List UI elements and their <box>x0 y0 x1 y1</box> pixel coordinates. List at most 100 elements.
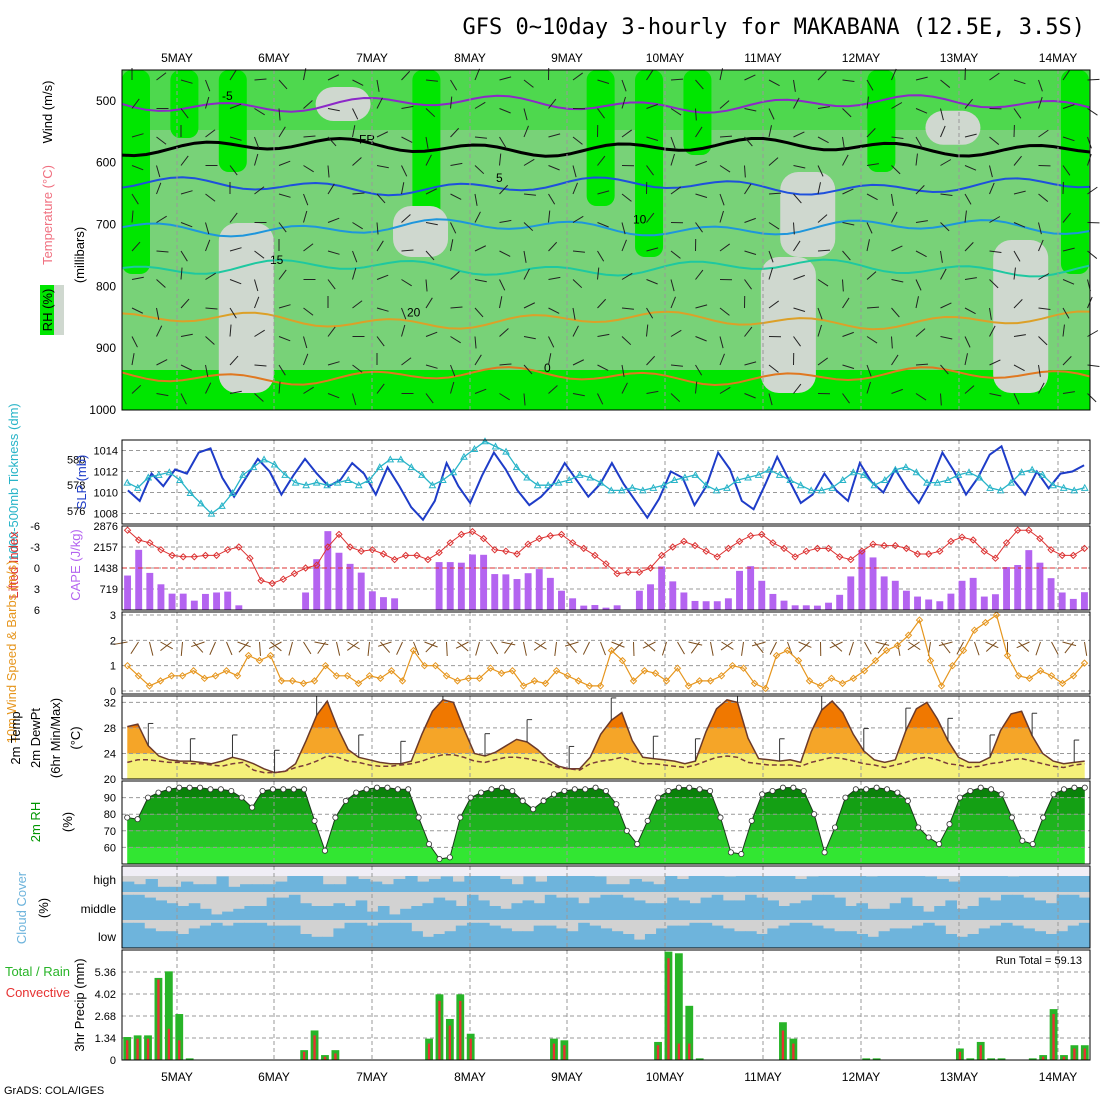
wind-barb <box>793 222 795 235</box>
cloud-top-strip <box>122 866 1090 876</box>
cape-bar <box>647 584 654 610</box>
li-marker <box>924 550 933 558</box>
wind-barb <box>180 108 189 119</box>
rh-marker <box>1008 814 1015 821</box>
wind-barb <box>1062 641 1077 647</box>
cloud-cover-bar <box>1000 894 1013 920</box>
cloud-cover-bar <box>355 900 368 920</box>
rh-marker <box>634 841 641 848</box>
cloud-cover-bar <box>478 900 490 920</box>
wind-speed-marker <box>618 656 627 665</box>
wind-barb <box>278 79 288 90</box>
cloud-cover-bar <box>889 903 902 920</box>
wind-barb <box>1062 356 1072 366</box>
li-marker <box>702 547 710 555</box>
wind-barb <box>180 333 193 337</box>
thickness-marker <box>596 478 605 486</box>
cape-bar <box>480 554 488 610</box>
rh-marker <box>165 786 172 793</box>
wind-speed-marker <box>937 682 946 690</box>
cloud-cover-bar <box>644 903 657 920</box>
thickness-marker <box>1028 465 1036 473</box>
cape-bar <box>1047 578 1055 610</box>
rh-marker <box>831 824 838 831</box>
cloud-cover-bar <box>535 881 548 892</box>
wind-speed-marker <box>222 667 231 675</box>
wind-barb <box>572 165 577 178</box>
li-marker <box>235 543 243 551</box>
cape-bar <box>1036 562 1044 610</box>
wind-barb <box>278 193 291 198</box>
cape-bar <box>335 552 343 610</box>
cloud-cover-bar <box>1019 871 1032 892</box>
cloud-cover-bar <box>122 922 134 948</box>
wind-barb <box>268 641 282 650</box>
panel-bg <box>122 950 1090 1060</box>
li-marker <box>813 544 822 553</box>
cloud-cover-bar <box>157 886 170 892</box>
cloud-cover-bar <box>800 922 813 948</box>
wind-barb <box>499 328 509 337</box>
wind-barb <box>964 242 974 252</box>
rh-marker <box>415 814 422 821</box>
cloud-cover-bar <box>600 928 613 948</box>
wind-barb <box>915 279 922 291</box>
rh-marker <box>998 791 1005 798</box>
cloud-cover-bar <box>166 931 179 948</box>
wind-speed-marker <box>816 682 825 690</box>
li-tick-label: 0 <box>34 563 40 575</box>
temperature-contour <box>121 310 1091 331</box>
cloud-cover-bar <box>555 928 568 948</box>
thickness-marker <box>439 476 447 484</box>
wind-barb <box>131 336 138 348</box>
rh-marker <box>738 851 745 858</box>
li-marker <box>1047 546 1055 554</box>
wind-barb <box>424 641 438 648</box>
wind-barb <box>940 250 943 263</box>
wind-barb <box>989 216 1001 223</box>
wind-barb <box>644 641 656 652</box>
cape-bar <box>569 598 577 610</box>
thickness-marker <box>849 468 858 476</box>
wind-barb <box>425 136 429 149</box>
wind-barb <box>254 250 265 259</box>
cloud-cover-bar <box>1045 934 1058 948</box>
rh-marker <box>988 786 995 793</box>
wind-barb <box>646 136 659 141</box>
wind-barb <box>156 359 168 366</box>
li-marker <box>657 551 666 560</box>
wind-barb <box>768 393 773 406</box>
y-tick-label: 5.36 <box>95 967 116 979</box>
cloud-cover-bar <box>745 931 757 948</box>
wind-barb <box>303 210 308 223</box>
cape-bar <box>880 576 888 610</box>
wind-barb <box>548 210 551 223</box>
wind-barb <box>425 331 438 337</box>
wind-barb <box>278 304 291 309</box>
wind-barb <box>799 641 810 653</box>
wind-barb <box>367 641 370 656</box>
date-label: 10MAY <box>646 1070 684 1084</box>
rh-marker <box>269 786 276 793</box>
thickness-marker <box>891 465 900 473</box>
cloud-cover-bar <box>155 931 168 948</box>
cape-bar <box>302 592 310 610</box>
wind-barb <box>597 364 609 371</box>
wind-barb <box>817 165 824 177</box>
rh-legend-label: RH (%) <box>40 289 55 332</box>
rh-dry-patch <box>315 87 371 121</box>
rh-marker <box>332 814 339 821</box>
rh-marker <box>946 821 953 828</box>
cloud-cover-bar <box>222 925 234 948</box>
cloud-cover-bar <box>366 925 379 948</box>
wind-barb <box>1013 108 1022 119</box>
li-marker <box>891 541 899 550</box>
wind-speed-marker <box>552 667 561 675</box>
thickness-marker <box>607 486 616 494</box>
cloud-cover-bar <box>478 922 490 948</box>
panel-bg <box>122 612 1090 694</box>
cape-bar <box>146 572 154 610</box>
wind-barb <box>425 154 432 166</box>
y-tick-label: 1 <box>110 661 116 673</box>
cloud-cover-bar <box>711 925 724 948</box>
